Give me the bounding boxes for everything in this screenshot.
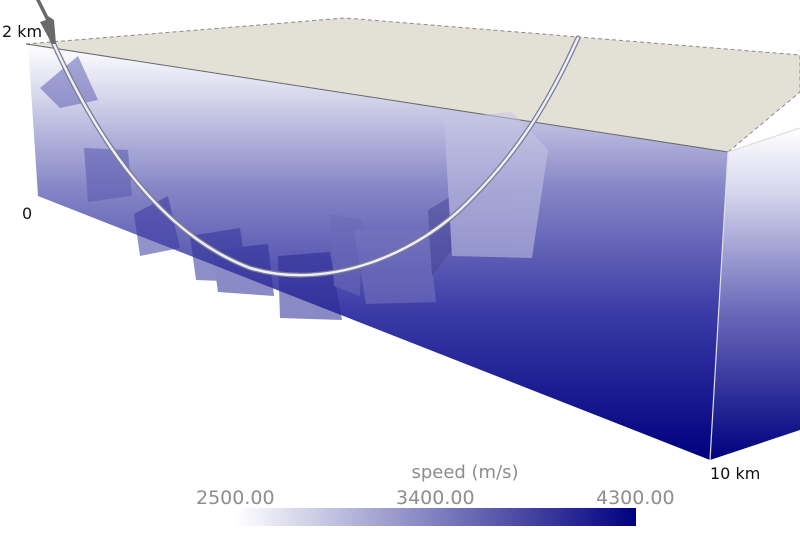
colorbar-gradient xyxy=(236,508,636,526)
box-edge-front-top xyxy=(25,43,729,153)
length-label-end: 10 km xyxy=(710,464,761,483)
wellhead-icon xyxy=(36,0,56,44)
depth-label-top: 2 km xyxy=(2,22,43,41)
depth-label-zero: 0 xyxy=(22,204,33,223)
volume-side-face xyxy=(710,128,800,460)
colorbar-tick-mid: 3400.00 xyxy=(396,487,475,509)
colorbar-tick-max: 4300.00 xyxy=(596,487,675,509)
glyph xyxy=(330,214,362,296)
glyph xyxy=(84,148,132,202)
glyph xyxy=(40,56,98,108)
glyph xyxy=(444,112,548,258)
glyph xyxy=(134,196,180,256)
box-edge-side-top xyxy=(727,127,800,153)
box-edge-front-right xyxy=(709,151,729,461)
glyph xyxy=(278,252,342,320)
colorbar-title: speed (m/s) xyxy=(411,462,519,483)
well-trajectory-highlight xyxy=(50,36,580,277)
colorbar-tick-min: 2500.00 xyxy=(196,487,275,509)
glyph xyxy=(354,230,436,304)
